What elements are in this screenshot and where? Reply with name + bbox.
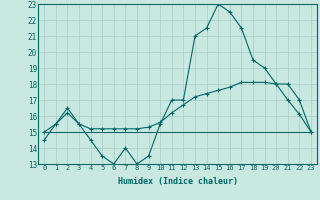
X-axis label: Humidex (Indice chaleur): Humidex (Indice chaleur): [118, 177, 238, 186]
